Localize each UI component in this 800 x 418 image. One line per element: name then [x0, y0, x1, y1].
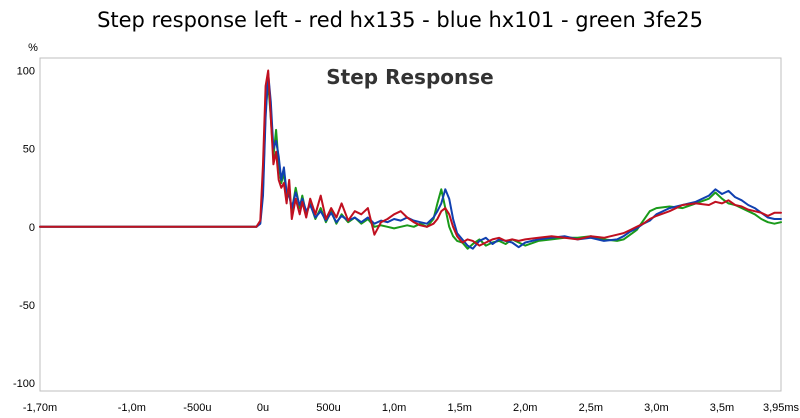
x-tick-label: 1,0m — [382, 402, 406, 414]
axes — [39, 57, 782, 392]
page-title: Step response left - red hx135 - blue hx… — [97, 8, 703, 32]
x-tick-label: 3,95ms — [763, 402, 800, 414]
x-tick-label: -500u — [183, 402, 211, 414]
chart-title: Step Response — [326, 65, 493, 89]
x-tick-label: -1,70m — [23, 402, 57, 414]
x-tick-label: 2,5m — [579, 402, 603, 414]
y-tick-label: 50 — [23, 144, 35, 156]
x-tick-label: 1,5m — [447, 402, 471, 414]
plot-area — [39, 57, 782, 392]
x-tick-label: -1,0m — [118, 402, 146, 414]
y-tick-label: -50 — [19, 300, 35, 312]
x-tick-label: 3,0m — [644, 402, 668, 414]
y-tick-label: 100 — [17, 66, 35, 78]
x-tick-label: 2,0m — [513, 402, 537, 414]
y-tick-label: 0 — [29, 222, 35, 234]
x-tick-labels: -1,70m -1,0m -500u 0u 500u 1,0m 1,5m 2,0m 2,5m 3,… — [23, 402, 800, 414]
x-tick-label: 0u — [257, 402, 269, 414]
series-layer — [39, 69, 782, 250]
y-tick-label: -100 — [13, 378, 35, 390]
y-axis-unit: % — [28, 42, 38, 54]
series-line-3 — [39, 69, 782, 247]
x-tick-label: 3,5m — [710, 402, 734, 414]
x-tick-label: 500u — [316, 402, 340, 414]
y-tick-labels: 100 50 0 -50 -100 — [13, 66, 35, 391]
